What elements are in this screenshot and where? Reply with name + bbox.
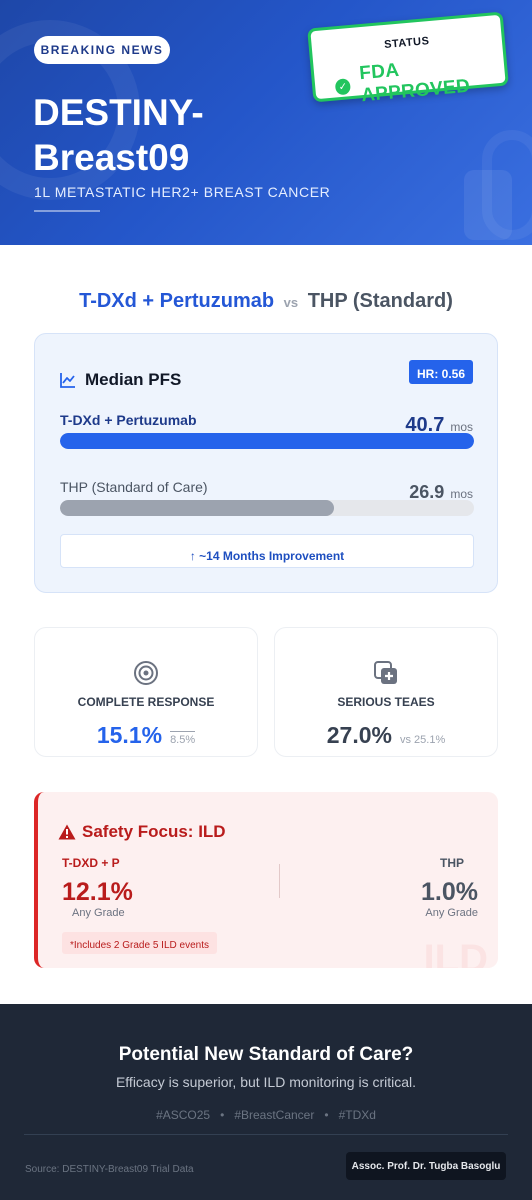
pfs-arm-value: 26.9 xyxy=(409,482,445,502)
tag-separator: • xyxy=(220,1108,225,1122)
safety-arm-right: THP 1.0% Any Grade xyxy=(421,856,478,919)
safety-arm-grade: Any Grade xyxy=(425,907,478,919)
warning-triangle-icon xyxy=(58,824,76,840)
metric-label: SERIOUS TEAES xyxy=(337,695,435,709)
hashtag-list: #ASCO25 • #BreastCancer • #TDXd xyxy=(0,1108,532,1122)
footer-headline: Potential New Standard of Care? xyxy=(118,1044,414,1065)
pfs-title: Median PFS xyxy=(85,370,182,389)
median-pfs-card: Median PFS HR: 0.56 T-DXd + Pertuzumab 4… xyxy=(34,333,498,593)
pfs-arm-value-group: 26.9 mos xyxy=(409,482,473,503)
complete-response-card: COMPLETE RESPONSE 15.1% 8.5% xyxy=(34,627,258,757)
hashtag[interactable]: #ASCO25 xyxy=(156,1108,211,1122)
safety-arm-name: THP xyxy=(440,856,464,870)
status-value: FDA APPROVED xyxy=(358,59,471,107)
hashtag[interactable]: #BreastCancer xyxy=(234,1108,315,1122)
hashtag[interactable]: #TDXd xyxy=(338,1108,376,1122)
pfs-bar-fill xyxy=(60,500,334,516)
page-title: DESTINY-Breast09 xyxy=(33,92,204,178)
safety-arm-grade: Any Grade xyxy=(72,907,125,919)
status-stamp: STATUS ✓ FDA APPROVED xyxy=(307,11,509,106)
safety-ild-card: Safety Focus: ILD T-DXD + P 12.1% Any Gr… xyxy=(34,792,498,968)
metric-label: COMPLETE RESPONSE xyxy=(77,695,215,709)
decorative-vial xyxy=(464,170,512,240)
trend-chart-icon xyxy=(60,373,75,388)
breaking-news-badge: BREAKING NEWS xyxy=(34,36,170,64)
hazard-ratio-badge: HR: 0.56 xyxy=(409,360,473,384)
comparison-arm-a: T-DXd + Pertuzumab xyxy=(79,290,275,312)
footer: Potential New Standard of Care? Efficacy… xyxy=(0,1004,532,1200)
safety-footnote: *Includes 2 Grade 5 ILD events xyxy=(62,932,217,954)
pfs-bar-track xyxy=(60,433,474,449)
safety-arm-left: T-DXD + P 12.1% Any Grade xyxy=(62,856,133,919)
source-citation: Source: DESTINY-Breast09 Trial Data xyxy=(25,1164,194,1175)
pfs-arm-value-group: 40.7 mos xyxy=(405,414,473,437)
footer-divider xyxy=(24,1134,508,1135)
hero-header: BREAKING NEWS DESTINY-Breast09 1L METAST… xyxy=(0,0,532,245)
safety-arm-name: T-DXD + P xyxy=(62,856,120,870)
pfs-arm-label: THP (Standard of Care) xyxy=(60,479,208,495)
metric-compare: 8.5% xyxy=(170,731,196,746)
header-divider xyxy=(34,210,100,212)
metric-value: 15.1% xyxy=(96,722,163,748)
comparison-title: T-DXd + Pertuzumab vs THP (Standard) xyxy=(0,290,532,313)
metric-compare: vs 25.1% xyxy=(399,734,446,746)
safety-arm-value: 12.1% xyxy=(62,878,133,906)
pfs-arm-value: 40.7 xyxy=(405,414,445,436)
footer-subtext: Efficacy is superior, but ILD monitoring… xyxy=(115,1074,417,1090)
check-circle-icon: ✓ xyxy=(334,78,352,96)
pfs-arm-unit: mos xyxy=(450,420,473,434)
comparison-vs: vs xyxy=(283,295,299,310)
pfs-bar-fill xyxy=(60,433,474,449)
target-icon xyxy=(134,661,158,685)
pfs-arm-label: T-DXd + Pertuzumab xyxy=(60,412,197,428)
pfs-bar-track xyxy=(60,500,474,516)
serious-teaes-card: SERIOUS TEAES 27.0% vs 25.1% xyxy=(274,627,498,757)
safety-arm-value: 1.0% xyxy=(421,878,478,906)
metric-value: 27.0% xyxy=(326,722,392,748)
page-subtitle: 1L METASTATIC HER2+ BREAST CANCER xyxy=(34,184,331,200)
pfs-arm-unit: mos xyxy=(450,487,473,501)
comparison-arm-b: THP (Standard) xyxy=(307,290,453,312)
author-badge: Assoc. Prof. Dr. Tugba Basoglu xyxy=(346,1152,506,1180)
tag-separator: • xyxy=(324,1108,329,1122)
safety-title: Safety Focus: ILD xyxy=(82,822,226,841)
decorative-shape xyxy=(482,130,532,240)
safety-divider xyxy=(279,864,280,898)
decorative-watermark: ILD xyxy=(423,937,488,968)
medical-copy-icon xyxy=(374,661,397,684)
improvement-callout: ↑ ~14 Months Improvement xyxy=(60,534,474,568)
